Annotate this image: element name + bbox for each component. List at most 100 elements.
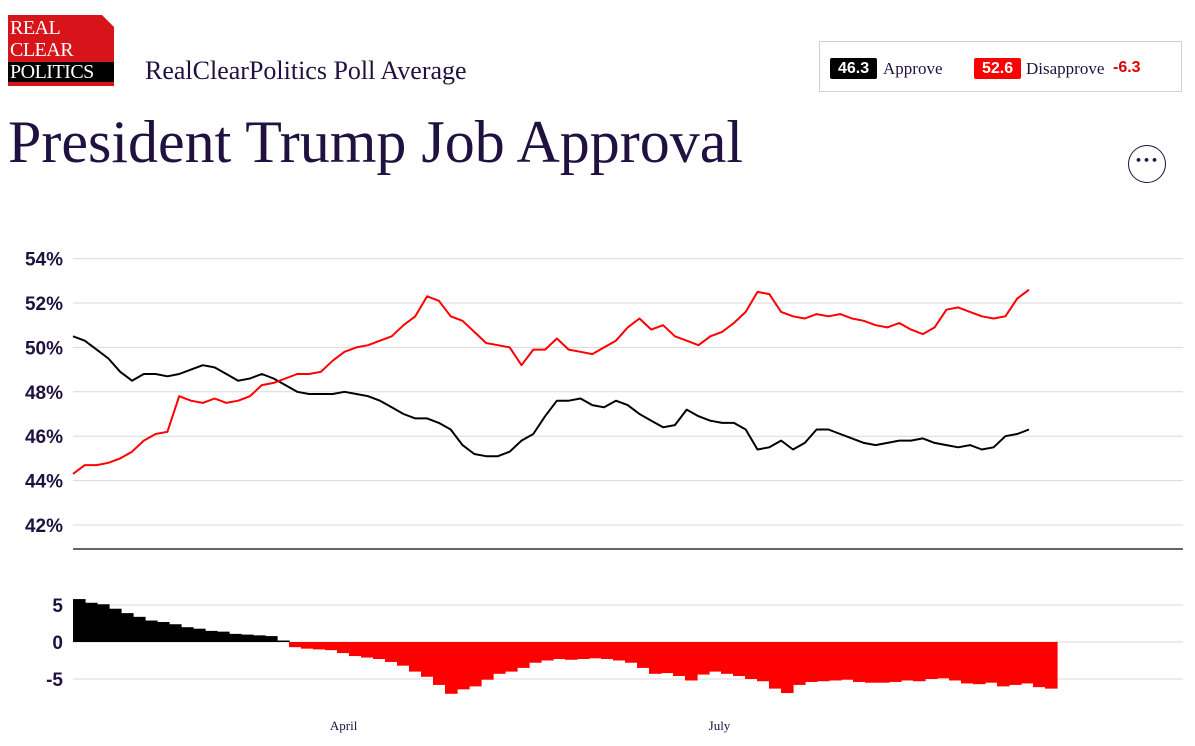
spread-bar: [721, 642, 734, 674]
spread-bar: [781, 642, 794, 694]
spread-bar: [1021, 642, 1034, 684]
spread-bar: [97, 604, 110, 642]
spread-bar: [325, 642, 338, 651]
spread-bar: [997, 642, 1010, 687]
disapprove-line: [72, 288, 1030, 475]
spread-bar: [685, 642, 698, 681]
spread-bar: [565, 642, 578, 660]
spread-bar: [505, 642, 518, 672]
spread-value: -6.3: [1113, 59, 1141, 76]
spread-bar: [649, 642, 662, 674]
spread-bar: [157, 622, 170, 642]
disapprove-label: Disapprove: [1026, 59, 1105, 78]
spread-bar: [817, 642, 830, 682]
spread-tick-label: -5: [46, 670, 63, 691]
spread-bar: [577, 642, 590, 660]
spread-tick-label: 0: [52, 633, 63, 654]
spread-bar: [745, 642, 758, 679]
spread-bar: [145, 620, 158, 642]
spread-bar: [241, 634, 254, 642]
spread-bar: [625, 642, 638, 663]
x-tick-label: April: [330, 718, 358, 733]
y-tick-label: 54%: [25, 250, 63, 271]
spread-bar: [853, 642, 866, 682]
spread-bar: [385, 642, 398, 662]
spread-bar: [1009, 642, 1022, 685]
spread-bar: [757, 642, 770, 682]
logo-text-politics: POLITICS: [8, 62, 114, 82]
approve-line: [72, 335, 1030, 458]
spread-bar: [397, 642, 410, 666]
spread-bar: [949, 642, 962, 681]
spread-bar: [253, 635, 266, 642]
spread-bar: [421, 642, 434, 677]
spread-bar: [913, 642, 926, 682]
spread-bar: [169, 624, 182, 642]
spread-bar: [613, 642, 626, 661]
spread-bar: [313, 642, 326, 650]
spread-bar: [877, 642, 890, 683]
spread-bar: [925, 642, 938, 679]
spread-bar: [277, 640, 290, 642]
spread-bar: [529, 642, 542, 663]
spread-bar: [493, 642, 506, 674]
spread-bar: [661, 642, 674, 674]
spread-bar: [121, 613, 134, 642]
spread-bar: [445, 642, 458, 694]
spread-bar: [229, 633, 242, 642]
spread-bar: [265, 636, 278, 642]
spread-bar: [409, 642, 422, 672]
spread-bar: [793, 642, 806, 685]
spread-bar: [601, 642, 614, 660]
spread-bar: [673, 642, 686, 677]
spread-bar: [133, 616, 146, 642]
spread-bar: [481, 642, 494, 680]
more-horizontal-icon: •••: [1134, 154, 1160, 167]
logo-text-real: REAL: [10, 17, 61, 39]
spread-bar: [457, 642, 470, 690]
spread-bar: [433, 642, 446, 685]
spread-bar: [829, 642, 842, 681]
spread-bar: [985, 642, 998, 683]
rcp-logo[interactable]: REAL CLEAR POLITICS: [8, 15, 114, 86]
x-tick-label: July: [709, 718, 731, 733]
spread-bar: [553, 642, 566, 660]
approve-value-badge: 46.3: [830, 58, 878, 79]
spread-bar: [709, 642, 722, 672]
page-title: President Trump Job Approval: [8, 109, 744, 175]
spread-tick-label: 5: [52, 596, 63, 617]
spread-bar: [805, 642, 818, 682]
spread-bar: [289, 642, 302, 648]
spread-bar: [865, 642, 878, 683]
y-tick-label: 50%: [25, 338, 63, 359]
spread-bar: [337, 642, 350, 654]
spread-bar: [541, 642, 554, 661]
y-tick-label: 48%: [25, 383, 63, 404]
spread-bar: [697, 642, 710, 675]
spread-bar: [85, 602, 98, 642]
brand-name: RealClearPolitics Poll Average: [145, 56, 467, 85]
spread-bar: [589, 642, 602, 659]
disapprove-value-badge: 52.6: [974, 58, 1022, 79]
spread-bar: [109, 608, 122, 642]
spread-bar: [1045, 642, 1058, 689]
spread-bar: [205, 630, 218, 642]
spread-bar: [217, 631, 230, 642]
spread-bar: [301, 642, 314, 649]
spread-bar: [961, 642, 974, 684]
spread-bar: [349, 642, 362, 657]
more-options-button[interactable]: •••: [1128, 145, 1166, 183]
y-tick-label: 44%: [25, 472, 63, 493]
spread-bar: [769, 642, 782, 689]
logo-text-clear: CLEAR: [10, 39, 74, 61]
spread-bar: [937, 642, 950, 679]
y-tick-label: 46%: [25, 427, 63, 448]
spread-bar: [901, 642, 914, 681]
legend-box: 46.3 Approve 52.6 Disapprove -6.3: [819, 41, 1182, 92]
spread-bar: [73, 599, 86, 642]
spread-bar: [841, 642, 854, 680]
spread-bar: [733, 642, 746, 677]
y-tick-label: 42%: [25, 516, 63, 537]
spread-bar: [517, 642, 530, 668]
